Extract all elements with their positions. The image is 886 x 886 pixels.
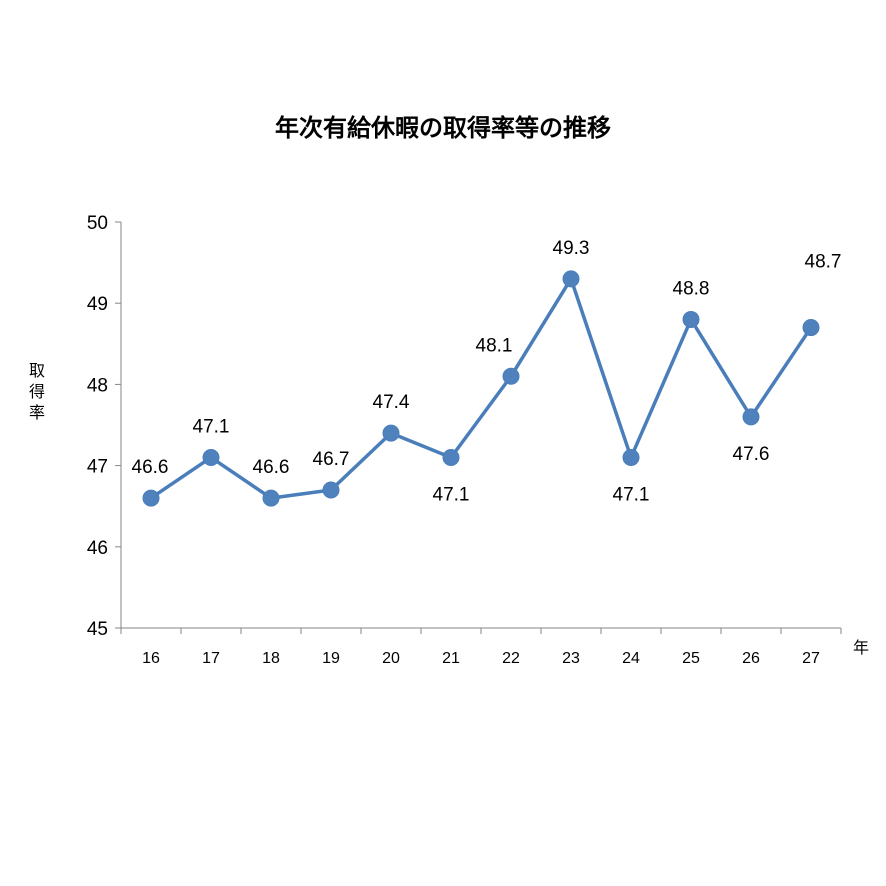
y-tick-label: 49 bbox=[87, 294, 108, 315]
data-label: 47.4 bbox=[373, 392, 410, 413]
data-label: 46.6 bbox=[132, 457, 169, 478]
data-label: 47.1 bbox=[193, 416, 230, 437]
data-label: 46.7 bbox=[313, 449, 350, 470]
chart-title: 年次有給休暇の取得率等の推移 bbox=[275, 114, 611, 142]
x-tick-label: 20 bbox=[382, 650, 400, 667]
x-tick-label: 27 bbox=[802, 650, 820, 667]
data-point bbox=[322, 481, 340, 499]
data-label: 47.1 bbox=[613, 484, 650, 505]
data-point bbox=[262, 489, 280, 507]
data-label: 47.1 bbox=[433, 484, 470, 505]
y-tick-label: 46 bbox=[87, 538, 108, 559]
data-label: 46.6 bbox=[253, 457, 290, 478]
data-point bbox=[502, 367, 520, 385]
data-point bbox=[142, 489, 160, 507]
x-axis-label: 年 bbox=[853, 638, 870, 657]
x-tick-label: 25 bbox=[682, 650, 700, 667]
x-tick-label: 16 bbox=[142, 650, 160, 667]
y-tick-label: 45 bbox=[87, 619, 108, 640]
x-tick-label: 17 bbox=[202, 650, 220, 667]
data-point bbox=[682, 310, 700, 328]
data-point bbox=[742, 408, 760, 426]
y-axis-label: 取得率 bbox=[28, 361, 45, 422]
series-line bbox=[150, 277, 813, 500]
data-label: 47.6 bbox=[733, 444, 770, 465]
x-tick-label: 18 bbox=[262, 650, 280, 667]
data-label: 49.3 bbox=[553, 238, 590, 259]
y-tick-label: 48 bbox=[87, 375, 108, 396]
x-tick-label: 19 bbox=[322, 650, 340, 667]
data-label: 48.1 bbox=[476, 335, 513, 356]
x-tick-label: 22 bbox=[502, 650, 520, 667]
x-tick-label: 23 bbox=[562, 650, 580, 667]
data-point bbox=[442, 448, 460, 466]
y-tick-label: 47 bbox=[87, 457, 108, 478]
data-point bbox=[202, 448, 220, 466]
data-point bbox=[802, 319, 820, 337]
data-point bbox=[622, 448, 640, 466]
data-point bbox=[382, 424, 400, 442]
y-tick-label: 50 bbox=[87, 213, 108, 234]
data-point bbox=[562, 270, 580, 288]
x-tick-label: 26 bbox=[742, 650, 760, 667]
x-tick-label: 24 bbox=[622, 650, 640, 667]
x-tick-label: 21 bbox=[442, 650, 460, 667]
data-label: 48.7 bbox=[805, 252, 842, 273]
data-label: 48.8 bbox=[673, 278, 710, 299]
